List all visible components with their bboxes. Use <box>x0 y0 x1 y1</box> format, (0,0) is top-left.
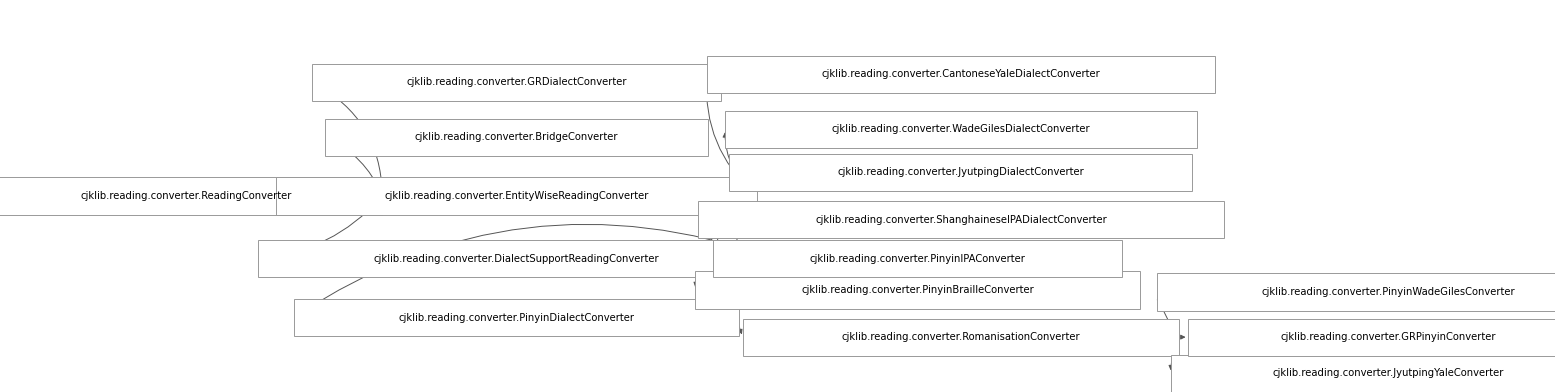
FancyBboxPatch shape <box>698 201 1224 238</box>
Text: cjklib.reading.converter.DialectSupportReadingConverter: cjklib.reading.converter.DialectSupportR… <box>373 254 659 264</box>
FancyBboxPatch shape <box>1171 354 1555 392</box>
Text: cjklib.reading.converter.EntityWiseReadingConverter: cjklib.reading.converter.EntityWiseReadi… <box>384 191 648 201</box>
Text: cjklib.reading.converter.GRDialectConverter: cjklib.reading.converter.GRDialectConver… <box>406 77 627 87</box>
FancyBboxPatch shape <box>725 111 1197 148</box>
FancyBboxPatch shape <box>712 240 1123 278</box>
FancyBboxPatch shape <box>1157 274 1555 310</box>
FancyBboxPatch shape <box>729 154 1193 191</box>
Text: cjklib.reading.converter.PinyinWadeGilesConverter: cjklib.reading.converter.PinyinWadeGiles… <box>1261 287 1516 297</box>
Text: cjklib.reading.converter.BridgeConverter: cjklib.reading.converter.BridgeConverter <box>415 132 617 142</box>
FancyBboxPatch shape <box>294 299 739 336</box>
Text: cjklib.reading.converter.PinyinIPAConverter: cjklib.reading.converter.PinyinIPAConver… <box>810 254 1025 264</box>
FancyBboxPatch shape <box>708 56 1214 93</box>
FancyBboxPatch shape <box>743 318 1179 356</box>
Text: cjklib.reading.converter.GRPinyinConverter: cjklib.reading.converter.GRPinyinConvert… <box>1281 332 1496 342</box>
Text: cjklib.reading.converter.CantoneseYaleDialectConverter: cjklib.reading.converter.CantoneseYaleDi… <box>821 69 1101 80</box>
FancyBboxPatch shape <box>0 177 383 215</box>
Text: cjklib.reading.converter.PinyinDialectConverter: cjklib.reading.converter.PinyinDialectCo… <box>398 312 634 323</box>
Text: cjklib.reading.converter.PinyinBrailleConverter: cjklib.reading.converter.PinyinBrailleCo… <box>801 285 1034 295</box>
Text: cjklib.reading.converter.JyutpingYaleConverter: cjklib.reading.converter.JyutpingYaleCon… <box>1274 368 1504 378</box>
Text: cjklib.reading.converter.ReadingConverter: cjklib.reading.converter.ReadingConverte… <box>81 191 292 201</box>
FancyBboxPatch shape <box>275 177 757 215</box>
Text: cjklib.reading.converter.WadeGilesDialectConverter: cjklib.reading.converter.WadeGilesDialec… <box>832 124 1090 134</box>
FancyBboxPatch shape <box>695 272 1140 309</box>
FancyBboxPatch shape <box>311 64 722 101</box>
FancyBboxPatch shape <box>1188 318 1555 356</box>
Text: cjklib.reading.converter.JyutpingDialectConverter: cjklib.reading.converter.JyutpingDialect… <box>838 167 1084 178</box>
Text: cjklib.reading.converter.ShanghaineseIPADialectConverter: cjklib.reading.converter.ShanghaineseIPA… <box>815 214 1107 225</box>
FancyBboxPatch shape <box>325 118 708 156</box>
FancyBboxPatch shape <box>258 240 774 278</box>
Text: cjklib.reading.converter.RomanisationConverter: cjklib.reading.converter.RomanisationCon… <box>841 332 1081 342</box>
